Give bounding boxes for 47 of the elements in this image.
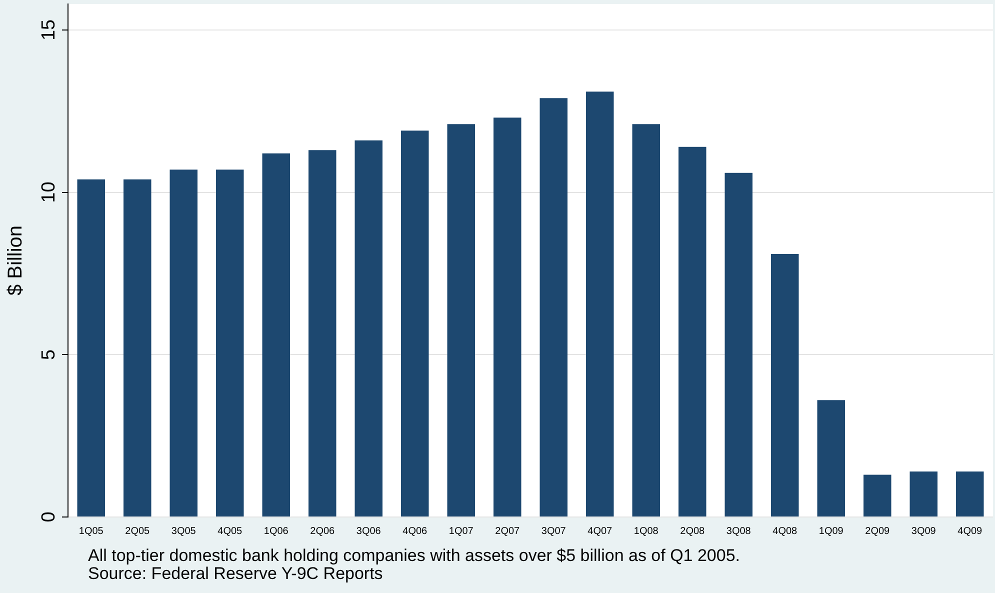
x-tick-label: 1Q07 — [448, 526, 474, 537]
bar — [817, 400, 845, 516]
bar — [910, 472, 938, 516]
y-tick-label: 0 — [38, 512, 60, 522]
x-tick-label: 1Q05 — [78, 526, 104, 537]
x-tick-label: 3Q06 — [356, 526, 382, 537]
bar — [170, 170, 198, 516]
bar — [632, 124, 660, 516]
x-tick-label: 4Q08 — [772, 526, 798, 537]
y-tick-label: 10 — [38, 182, 60, 203]
x-tick-label: 3Q09 — [911, 526, 936, 537]
bar — [540, 98, 568, 516]
x-tick-label: 2Q09 — [865, 526, 890, 537]
x-tick-label: 1Q06 — [264, 526, 289, 537]
text: All top-tier domestic bank holding companies with assets over $5 billion as of Q1 2005. — [88, 546, 740, 565]
x-tick-label: 4Q05 — [218, 526, 243, 537]
source-note: Source: Federal Reserve Y-9C Reports — [88, 564, 383, 583]
x-tick-label: 4Q07 — [588, 526, 613, 537]
x-tick-label: 4Q06 — [402, 526, 428, 537]
bar — [494, 118, 522, 516]
bar — [771, 254, 799, 516]
bar — [956, 472, 984, 516]
x-tick-label: 3Q05 — [171, 526, 196, 537]
bar — [262, 153, 290, 516]
y-tick-label: 5 — [38, 349, 60, 360]
bar — [216, 170, 244, 516]
x-tick-label: 1Q09 — [818, 526, 844, 537]
bar — [401, 130, 429, 516]
x-tick-label: 2Q06 — [310, 526, 336, 537]
x-tick-label: 4Q09 — [958, 526, 983, 537]
y-axis-title: $ Billion — [4, 225, 27, 296]
bar — [354, 140, 382, 516]
bar — [586, 92, 614, 516]
bar — [724, 172, 752, 516]
bar — [447, 124, 475, 516]
x-tick-label: 3Q08 — [726, 526, 752, 537]
x-tick-label: 2Q08 — [680, 526, 706, 537]
bar — [678, 146, 706, 516]
bar — [864, 474, 892, 516]
x-tick-label: 3Q07 — [541, 526, 566, 537]
x-tick-label: 2Q05 — [125, 526, 150, 537]
bar — [308, 150, 336, 516]
bar — [77, 179, 105, 516]
x-tick-label: 1Q08 — [634, 526, 659, 537]
x-tick-label: 2Q07 — [495, 526, 520, 537]
bar — [124, 179, 152, 516]
y-tick-label: 15 — [38, 19, 60, 41]
